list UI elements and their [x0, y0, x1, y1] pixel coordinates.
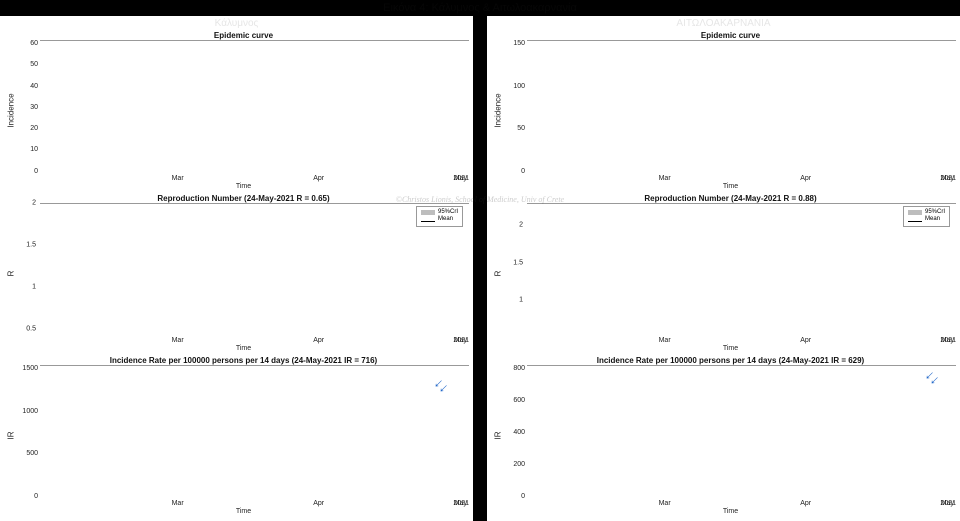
chart-title: Incidence Rate per 100000 persons per 14… — [505, 356, 956, 365]
left-IR-panel: IR Incidence Rate per 100000 persons per… — [4, 356, 469, 515]
right-column: ΑΙΤΩΛΟΑΚΑΡΝΑΝΙΑ Incidence Epidemic curve… — [487, 16, 960, 521]
right-R-panel: R Reproduction Number (24-May-2021 R = 0… — [491, 194, 956, 353]
line-chart: 95%CrI Mean — [527, 203, 956, 204]
yticks: 050100150 — [503, 40, 525, 175]
xticks: MarAprMay2021 — [527, 337, 956, 344]
xlabel: Time — [18, 344, 469, 352]
right-epi-panel: Incidence Epidemic curve 050100150 MarAp… — [491, 31, 956, 190]
xlabel: Time — [18, 182, 469, 190]
page-header: Εικόνα 4: Κάλυμνος & Αιτωλοακαρνανία — [0, 0, 960, 16]
column-gap — [473, 16, 487, 521]
legend: 95%CrI Mean — [416, 206, 463, 228]
xlabel: Time — [18, 507, 469, 515]
xticks: MarAprMay2021 — [40, 175, 469, 182]
xticks: MarAprMay2021 — [40, 500, 469, 507]
yticks: 0200400600800 — [503, 365, 525, 500]
chart-title: Incidence Rate per 100000 persons per 14… — [18, 356, 469, 365]
chart-title: Epidemic curve — [18, 31, 469, 40]
xticks: MarAprMay2021 — [40, 337, 469, 344]
columns: Κάλυμνος Incidence Epidemic curve 010203… — [0, 16, 960, 521]
yticks: 11.52 — [503, 203, 525, 338]
bar-chart: ↓↓ — [40, 365, 469, 366]
right-region-label: ΑΙΤΩΛΟΑΚΑΡΝΑΝΙΑ — [491, 18, 956, 29]
yticks: 0.511.52 — [16, 203, 38, 338]
yticks: 0102030405060 — [16, 40, 38, 175]
watermark: ©Christos Lionis, School of Medicine, Un… — [396, 195, 564, 204]
arrow-icon: ↓↓ — [431, 375, 452, 396]
xticks: MarAprMay2021 — [527, 175, 956, 182]
right-IR-panel: IR Incidence Rate per 100000 persons per… — [491, 356, 956, 515]
arrow-icon: ↓↓ — [922, 367, 943, 388]
yticks: 050010001500 — [16, 365, 38, 500]
chart-title: Epidemic curve — [505, 31, 956, 40]
left-region-label: Κάλυμνος — [4, 18, 469, 29]
chart-title: Reproduction Number (24-May-2021 R = 0.8… — [505, 194, 956, 203]
bar-chart — [40, 40, 469, 41]
left-column: Κάλυμνος Incidence Epidemic curve 010203… — [0, 16, 473, 521]
xlabel: Time — [505, 344, 956, 352]
bar-chart — [527, 40, 956, 41]
legend: 95%CrI Mean — [903, 206, 950, 228]
xticks: MarAprMay2021 — [527, 500, 956, 507]
left-R-panel: R Reproduction Number (24-May-2021 R = 0… — [4, 194, 469, 353]
xlabel: Time — [505, 182, 956, 190]
bar-chart: ↓↓ — [527, 365, 956, 366]
left-epi-panel: Incidence Epidemic curve 0102030405060 M… — [4, 31, 469, 190]
xlabel: Time — [505, 507, 956, 515]
